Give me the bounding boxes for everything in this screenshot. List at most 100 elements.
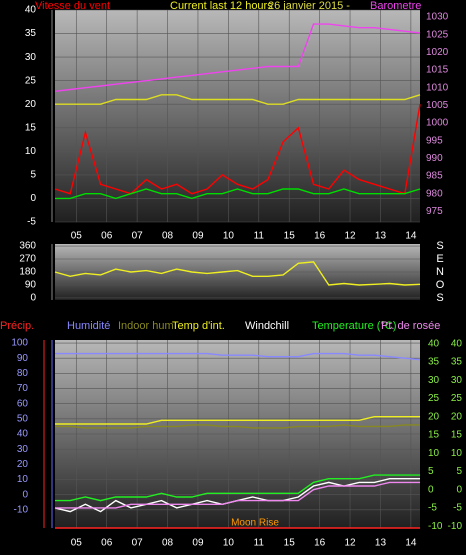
- y2-tick-label: 1025: [426, 29, 449, 40]
- title: Current last 12 hours: [170, 0, 273, 12]
- y-tick-label: 40: [25, 5, 37, 16]
- y2-tick-label: 1000: [426, 118, 449, 129]
- y2-tick-label: 15: [451, 430, 463, 441]
- y2-tick-label: 1010: [426, 82, 449, 93]
- y2-tick-label: 0: [456, 484, 462, 495]
- y2-tick-label: 15: [428, 430, 440, 441]
- x-tick-label: 15: [284, 231, 296, 242]
- x-tick-label: 08: [162, 538, 174, 549]
- y-tick-label: 70: [17, 383, 29, 394]
- series-line: [54, 261, 421, 286]
- x-tick-label: 05: [71, 231, 83, 242]
- y-tick-label: 30: [17, 444, 29, 455]
- y-tick-label: 20: [25, 99, 37, 110]
- legend-label: Humidité: [67, 320, 110, 332]
- y-tick-label: 100: [11, 338, 28, 349]
- x-tick-label: 10: [223, 538, 235, 549]
- x-tick-label: 09: [192, 231, 204, 242]
- x-tick-label: 12: [344, 231, 356, 242]
- legend-label: Indoor hum: [118, 320, 174, 332]
- compass-label: N: [436, 266, 444, 278]
- x-tick-label: 16: [314, 231, 326, 242]
- compass-label: O: [436, 279, 445, 291]
- y2-tick-label: 980: [426, 188, 443, 199]
- legend-label: Temperature (°C): [312, 320, 396, 332]
- y2-tick-label: 20: [428, 411, 440, 422]
- x-tick-label: 11: [254, 538, 265, 549]
- y-tick-label: 360: [19, 241, 36, 252]
- series-line: [55, 481, 420, 509]
- x-tick-label: 16: [314, 538, 326, 549]
- legend-label: Pt. de rosée: [381, 320, 440, 332]
- y2-tick-label: 1015: [426, 65, 449, 76]
- y-tick-label: 0: [22, 489, 28, 500]
- compass-label: E: [436, 253, 443, 265]
- legend-label: Temp d'int.: [172, 320, 225, 332]
- y-tick-label: 30: [25, 52, 37, 63]
- x-tick-label: 07: [132, 538, 144, 549]
- series-line: [55, 424, 420, 429]
- y-tick-label: 10: [17, 474, 29, 485]
- y-tick-label: 90: [25, 280, 37, 291]
- y2-tick-label: 10: [428, 448, 440, 459]
- y2-tick-label: 5: [456, 466, 462, 477]
- series-line: [55, 94, 421, 105]
- series-line: [54, 104, 421, 195]
- series-line: [55, 352, 421, 361]
- y-tick-label: 90: [17, 353, 29, 364]
- y-tick-label: 15: [25, 122, 37, 133]
- x-tick-label: 13: [375, 538, 387, 549]
- x-tick-label: 10: [223, 231, 235, 242]
- y-tick-label: 5: [30, 170, 36, 181]
- x-tick-label: 12: [344, 538, 356, 549]
- y-tick-label: 40: [17, 429, 29, 440]
- y2-tick-label: -5: [453, 503, 462, 514]
- y-tick-label: 0: [30, 193, 36, 204]
- x-tick-label: 14: [405, 231, 417, 242]
- x-tick-label: 08: [162, 231, 174, 242]
- y2-tick-label: 30: [451, 375, 463, 386]
- x-tick-label: 09: [192, 538, 204, 549]
- legend-label: Précip.: [0, 320, 34, 332]
- y-tick-label: 180: [19, 267, 36, 278]
- y2-tick-label: -5: [428, 503, 437, 514]
- x-tick-label: 06: [101, 538, 113, 549]
- y2-tick-label: 1030: [426, 12, 449, 23]
- y2-tick-label: -10: [448, 521, 463, 532]
- y2-tick-label: 10: [451, 448, 463, 459]
- y2-tick-label: 975: [426, 206, 443, 217]
- y-tick-label: 35: [25, 28, 37, 39]
- y-tick-label: 10: [25, 146, 37, 157]
- x-tick-label: 11: [254, 231, 265, 242]
- y-tick-label: -5: [27, 217, 36, 228]
- legend-label: Windchill: [245, 320, 289, 332]
- y2-tick-label: 30: [428, 375, 440, 386]
- y-tick-label: 270: [19, 254, 36, 265]
- y2-tick-label: 40: [451, 338, 463, 349]
- y-tick-label: 50: [17, 413, 29, 424]
- series-line: [55, 474, 420, 502]
- x-tick-label: 15: [284, 538, 296, 549]
- y2-tick-label: 35: [451, 357, 463, 368]
- plot-area: [55, 10, 420, 222]
- compass-label: S: [436, 240, 443, 252]
- legend-label: Barometre: [370, 0, 421, 12]
- y2-tick-label: 5: [428, 466, 434, 477]
- y2-tick-label: -10: [428, 521, 443, 532]
- series-line: [54, 23, 421, 92]
- y-tick-label: 20: [17, 459, 29, 470]
- y2-tick-label: 995: [426, 135, 443, 146]
- y2-tick-label: 25: [451, 393, 463, 404]
- x-tick-label: 07: [132, 231, 144, 242]
- y2-tick-label: 1005: [426, 100, 449, 111]
- y2-tick-label: 1020: [426, 47, 449, 58]
- y2-tick-label: 990: [426, 153, 443, 164]
- compass-label: S: [436, 292, 443, 304]
- y2-tick-label: 20: [451, 411, 463, 422]
- y2-tick-label: 0: [428, 484, 434, 495]
- series-line: [55, 188, 421, 200]
- annotation: Moon Rise: [231, 518, 279, 529]
- x-tick-label: 05: [71, 538, 83, 549]
- legend-label: Vitesse du vent: [35, 0, 110, 12]
